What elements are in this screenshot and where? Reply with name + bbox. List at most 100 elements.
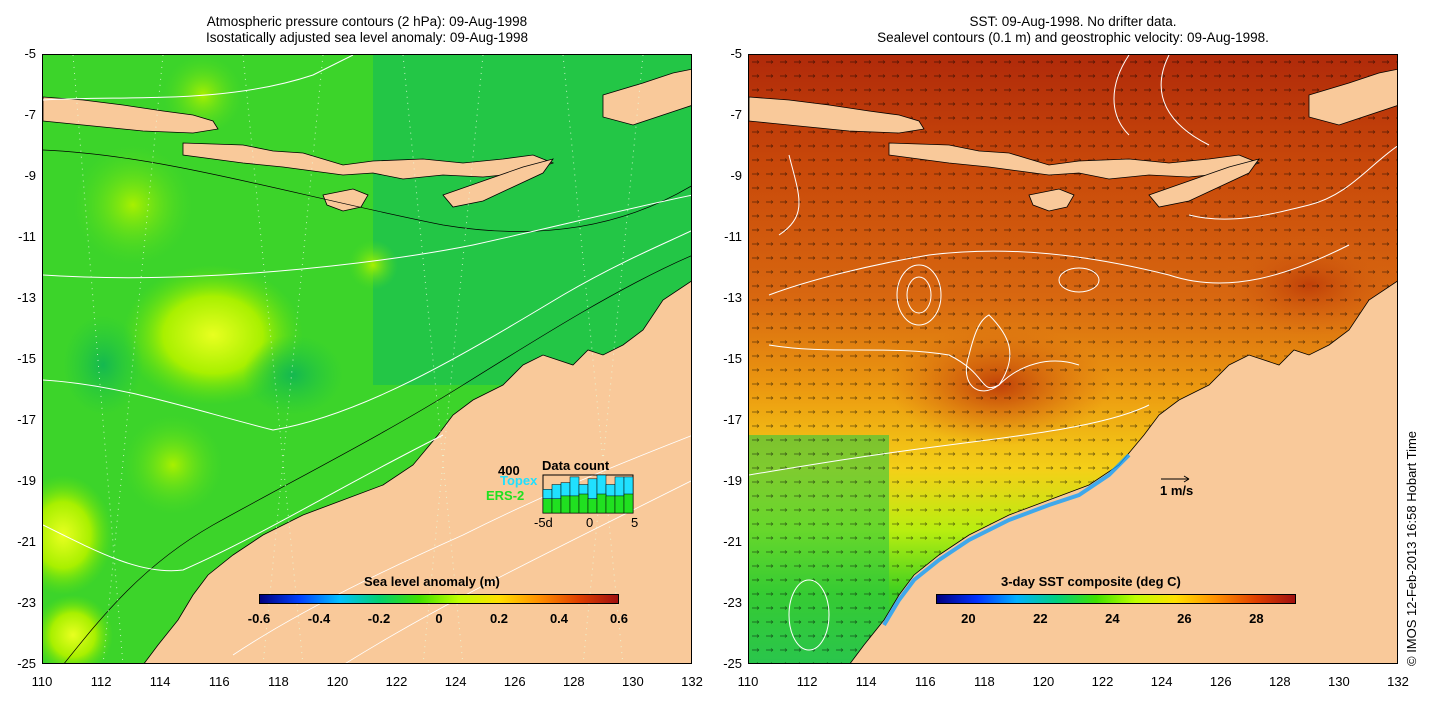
sla-colorbar-tick: 0.2	[489, 611, 509, 626]
ers2-bar	[551, 498, 562, 514]
left-lon-tick: 118	[267, 674, 289, 689]
data-count-x-min: -5d	[534, 515, 553, 530]
left-lon-tick: 116	[208, 674, 230, 689]
right-lat-tick: -25	[723, 656, 742, 671]
sst-australia	[850, 280, 1397, 663]
left-lon-tick: 124	[444, 674, 467, 689]
right-lat-tick: -19	[723, 473, 742, 488]
right-title-line2: Sealevel contours (0.1 m) and geostrophi…	[877, 30, 1269, 45]
right-lon-tick: 130	[1328, 674, 1350, 689]
australia	[144, 280, 691, 663]
ers2-bar	[560, 495, 571, 514]
left-lon-tick: 126	[503, 674, 526, 689]
left-lat-tick: -21	[17, 534, 36, 549]
ers2-bar	[596, 493, 607, 514]
sst-colorbar-tick: 24	[1105, 611, 1120, 626]
right-lon-tick: 122	[1091, 674, 1114, 689]
north-islands	[602, 68, 691, 126]
right-lat-tick: -11	[724, 229, 742, 244]
velocity-scale-arrow	[1161, 475, 1190, 483]
left-lon-tick: 114	[149, 674, 171, 689]
left-lat-tick: -13	[17, 290, 36, 305]
ers2-bar	[605, 495, 616, 514]
right-lat-tick: -9	[730, 168, 742, 183]
sst-colorbar	[936, 594, 1296, 604]
ers2-label: ERS-2	[486, 488, 525, 503]
right-lon-tick: 128	[1268, 674, 1291, 689]
right-lat-tick: -13	[723, 290, 742, 305]
ers2-bar	[569, 495, 580, 514]
right-lon-tick: 124	[1150, 674, 1173, 689]
left-lon-tick: 122	[385, 674, 408, 689]
data-count-bars	[542, 474, 634, 514]
right-lat-tick: -21	[723, 534, 742, 549]
left-title: Atmospheric pressure contours (2 hPa): 0…	[42, 14, 692, 46]
right-lat-tick: -15	[723, 351, 742, 366]
sst-colorbar-tick: 28	[1249, 611, 1264, 626]
right-lat-tick: -5	[730, 46, 742, 61]
data-count-inset: 400 Data count Topex ERS-2 -5d 0 5	[486, 458, 656, 533]
left-lat-tick: -9	[24, 168, 36, 183]
sst-map	[748, 54, 1398, 664]
velocity-scale-label: 1 m/s	[1160, 483, 1194, 498]
left-lon-tick: 112	[90, 674, 112, 689]
sst-java-island	[749, 96, 925, 134]
left-lat-tick: -17	[17, 412, 36, 427]
data-count-x-max: 5	[631, 515, 639, 530]
right-lon-tick: 120	[1032, 674, 1055, 689]
left-lon-tick: 132	[681, 674, 703, 689]
java-island	[43, 96, 219, 134]
right-lat-tick: -7	[730, 107, 742, 122]
sst-timor-island	[1148, 158, 1260, 208]
left-lat-tick: -25	[17, 656, 36, 671]
data-count-label: Data count	[542, 458, 610, 473]
left-lon-tick: 130	[622, 674, 644, 689]
sla-colorbar-title: Sea level anomaly (m)	[364, 574, 500, 589]
left-lat-tick: -5	[24, 46, 36, 61]
sst-colorbar-tick: 22	[1033, 611, 1048, 626]
left-lat-tick: -7	[24, 107, 36, 122]
right-lon-tick: 110	[737, 674, 759, 689]
copyright: © IMOS 12-Feb-2013 16:58 Hobart Time	[1404, 430, 1419, 666]
data-count-max: 400	[498, 463, 520, 478]
sla-colorbar-tick: -0.2	[367, 611, 391, 626]
sla-colorbar	[259, 594, 619, 604]
right-lon-tick: 126	[1209, 674, 1232, 689]
data-count-x-zero: 0	[586, 515, 594, 530]
left-lat-tick: -15	[17, 351, 36, 366]
right-title-line1: SST: 09-Aug-1998. No drifter data.	[969, 14, 1177, 29]
left-lon-tick: 110	[31, 674, 53, 689]
topex-label: Topex	[500, 473, 538, 488]
right-lat-tick: -17	[723, 412, 742, 427]
sla-colorbar-tick: 0.6	[609, 611, 629, 626]
left-lon-tick: 128	[562, 674, 585, 689]
left-title-line2: Isostatically adjusted sea level anomaly…	[206, 30, 528, 45]
ers2-bar	[587, 498, 598, 514]
sla-colorbar-tick: 0.4	[549, 611, 569, 626]
right-lon-tick: 116	[914, 674, 936, 689]
left-lat-tick: -11	[18, 229, 36, 244]
right-lon-tick: 132	[1387, 674, 1409, 689]
right-title: SST: 09-Aug-1998. No drifter data. Seale…	[748, 14, 1398, 46]
left-lat-tick: -23	[17, 595, 36, 610]
sst-north-islands	[1308, 68, 1397, 126]
sla-map-canvas	[43, 55, 691, 663]
sst-sumba-island	[1028, 188, 1075, 212]
right-lon-tick: 118	[973, 674, 995, 689]
timor-island	[442, 158, 554, 208]
right-lon-tick: 112	[796, 674, 818, 689]
sst-colorbar-title: 3-day SST composite (deg C)	[1001, 574, 1181, 589]
ers2-bar	[614, 495, 625, 514]
sst-map-canvas	[749, 55, 1397, 663]
right-lon-tick: 114	[855, 674, 877, 689]
sst-colorbar-tick: 20	[961, 611, 976, 626]
sla-colorbar-tick: -0.6	[247, 611, 271, 626]
sst-colorbar-tick: 26	[1177, 611, 1192, 626]
ers2-bar	[578, 493, 589, 514]
sumba-island	[322, 188, 369, 212]
ers2-bar	[542, 498, 553, 514]
sla-colorbar-tick: -0.4	[307, 611, 331, 626]
left-lat-tick: -19	[17, 473, 36, 488]
ers2-bar	[623, 493, 634, 514]
left-title-line1: Atmospheric pressure contours (2 hPa): 0…	[206, 14, 528, 29]
